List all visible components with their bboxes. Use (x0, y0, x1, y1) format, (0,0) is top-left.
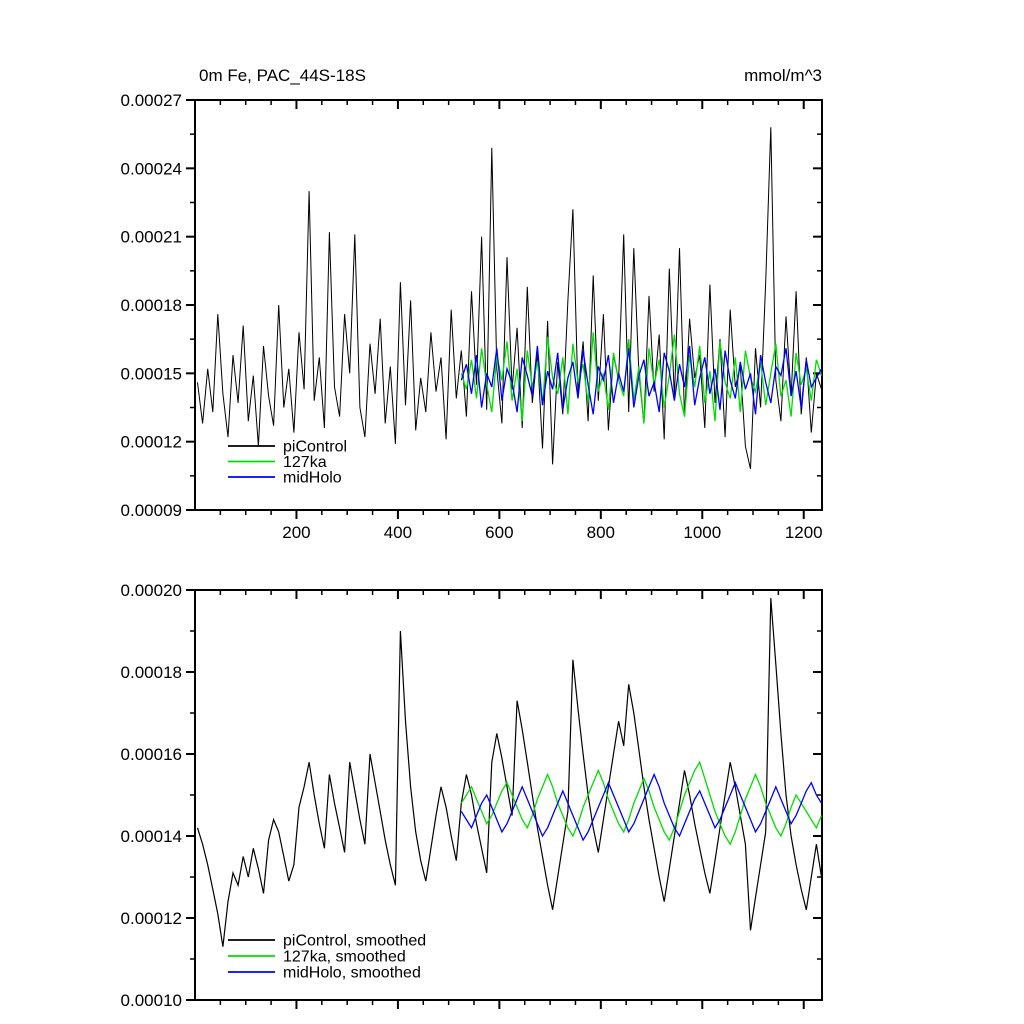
series-127ka-smoothed (460, 760, 823, 846)
legend-label: midHolo (283, 470, 342, 487)
y-tick-label: 0.00012 (121, 433, 182, 452)
x-tick-label: 800 (587, 523, 615, 542)
y-tick-label: 0.00012 (121, 909, 182, 928)
y-tick-label: 0.00015 (121, 364, 182, 383)
series-127ka (460, 332, 823, 424)
units-label: mmol/m^3 (744, 66, 822, 85)
y-tick-label: 0.00016 (121, 745, 182, 764)
y-tick-label: 0.00009 (121, 501, 182, 520)
chart-title: 0m Fe, PAC_44S-18S (199, 66, 366, 85)
series-midHolo-smoothed (460, 772, 823, 842)
y-tick-label: 0.00020 (121, 581, 182, 600)
legend-label: piControl, smoothed (283, 933, 426, 950)
y-tick-label: 0.00018 (121, 663, 182, 682)
y-tick-label: 0.00010 (121, 991, 182, 1010)
series-piControl-smoothed (196, 598, 823, 947)
y-tick-label: 0.00014 (121, 827, 182, 846)
x-tick-label: 400 (384, 523, 412, 542)
legend-label: 127ka (283, 454, 327, 471)
y-tick-label: 0.00021 (121, 228, 182, 247)
panel-1: 0.00010 0.00012 0.00014 0.00016 0.00018 0.000… (121, 581, 823, 1010)
x-tick-label: 1200 (785, 523, 823, 542)
y-tick-label: 0.00024 (121, 159, 182, 178)
y-tick-label: 0.00027 (121, 91, 182, 110)
x-tick-label: 200 (282, 523, 310, 542)
legend-label: midHolo, smoothed (283, 965, 421, 982)
legend-label: 127ka, smoothed (283, 949, 406, 966)
panel-0: 0.00009 0.00012 0.00015 0.00018 0.00021 0.000… (121, 91, 823, 542)
x-tick-label: 600 (485, 523, 513, 542)
series-midHolo (460, 345, 823, 415)
y-tick-label: 0.00018 (121, 296, 182, 315)
x-tick-label: 1000 (683, 523, 721, 542)
legend-label: piControl (283, 439, 347, 456)
series-piControl (197, 127, 822, 470)
